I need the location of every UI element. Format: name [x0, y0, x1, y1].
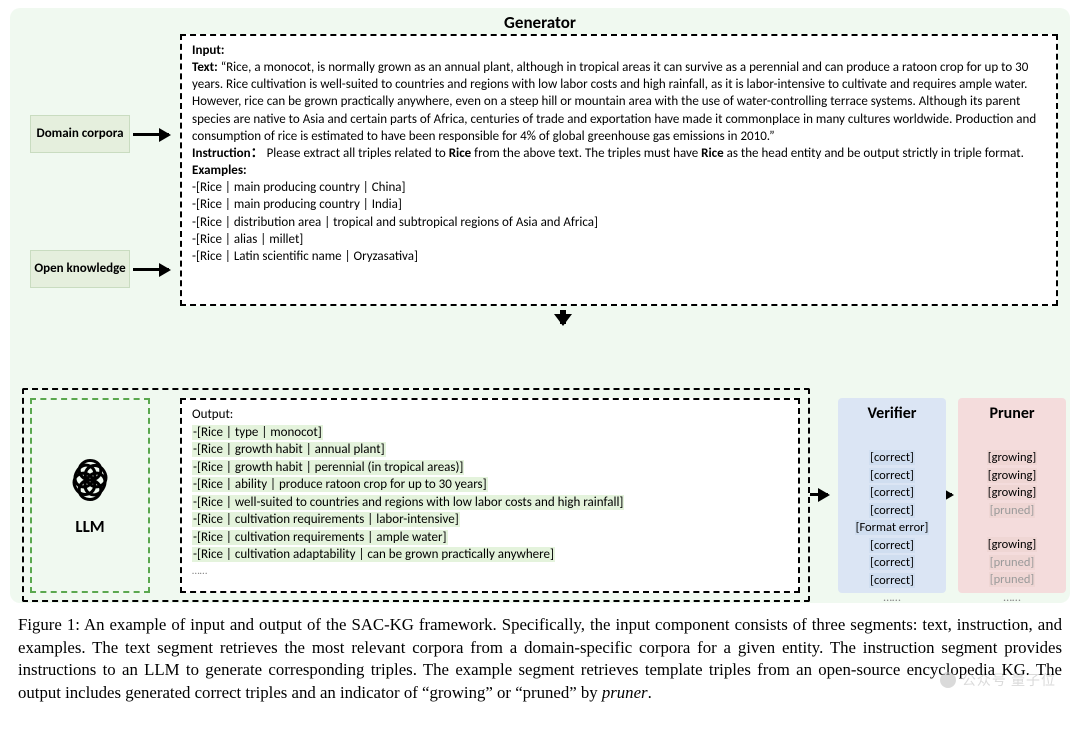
- example-row: -[Rice | alias | millet]: [192, 231, 1046, 248]
- output-triple: -[Rice | cultivation requirements | ampl…: [192, 530, 448, 545]
- output-triple: -[Rice | growth habit | annual plant]: [192, 442, 386, 457]
- output-ellipsis: ……: [192, 564, 788, 579]
- output-triple: -[Rice | type | monocot]: [192, 425, 323, 440]
- pruner-empty-row: [962, 519, 1062, 536]
- open-knowledge-label: Open knowledge: [30, 250, 130, 288]
- text-label: Text:: [192, 60, 218, 75]
- verifier-item: [correct]: [869, 538, 915, 553]
- output-triple: -[Rice | cultivation requirements | labo…: [192, 512, 460, 527]
- verifier-item: [correct]: [869, 450, 915, 465]
- pruner-item: [pruned]: [989, 572, 1036, 587]
- instruction-bold-2: Rice: [701, 146, 724, 161]
- arrow-output-to-verifier: [810, 493, 828, 496]
- caption-italic: pruner: [602, 683, 648, 702]
- generator-title: Generator: [0, 12, 1080, 33]
- openai-knot-icon: [64, 454, 116, 506]
- pruner-item: [growing]: [987, 537, 1038, 552]
- example-row: -[Rice | distribution area | tropical an…: [192, 214, 1046, 231]
- domain-corpora-label: Domain corpora: [30, 115, 130, 153]
- text-body: “Rice, a monocot, is normally grown as a…: [192, 60, 1036, 144]
- pruner-item: [pruned]: [989, 503, 1036, 518]
- watermark: 公众号 量子位: [940, 670, 1056, 690]
- output-triple: -[Rice | cultivation adaptability | can …: [192, 547, 555, 562]
- example-row: -[Rice | Latin scientific name | Oryzasa…: [192, 248, 1046, 265]
- llm-box: LLM: [30, 398, 150, 593]
- verifier-item: [Format error]: [855, 520, 930, 535]
- pruner-item: [growing]: [987, 468, 1038, 483]
- caption-suffix: .: [648, 683, 652, 702]
- verifier-column: Verifier [correct] [correct] [correct] […: [838, 398, 946, 593]
- open-knowledge-text: Open knowledge: [34, 262, 125, 276]
- instruction-pre: Please extract all triples related to: [267, 146, 449, 161]
- arrow-domain-to-input: [133, 133, 169, 136]
- verifier-item: [correct]: [869, 555, 915, 570]
- caption-prefix: Figure 1: An example of input and output…: [18, 615, 1062, 702]
- generator-input-box: Input: Text: “Rice, a monocot, is normal…: [180, 34, 1058, 306]
- pruner-item: [growing]: [987, 485, 1038, 500]
- instruction-bold-1: Rice: [449, 146, 472, 161]
- pruner-item: [pruned]: [989, 555, 1036, 570]
- pruner-title: Pruner: [962, 404, 1062, 423]
- instruction-mid: from the above text. The triples must ha…: [471, 146, 701, 161]
- output-triple: -[Rice | growth habit | perennial (in tr…: [192, 460, 464, 475]
- verifier-item: [correct]: [869, 573, 915, 588]
- pruner-ellipsis: ……: [962, 589, 1062, 607]
- figure-caption: Figure 1: An example of input and output…: [18, 614, 1062, 705]
- output-triple: -[Rice | ability | produce ratoon crop f…: [192, 477, 488, 492]
- arrow-input-to-output: [560, 310, 566, 324]
- verifier-item: [correct]: [869, 468, 915, 483]
- instruction-post: as the head entity and be output strictl…: [724, 146, 1024, 161]
- watermark-text: 公众号 量子位: [962, 670, 1056, 690]
- arrow-open-to-input: [133, 268, 169, 271]
- pruner-column: Pruner [growing] [growing] [growing] [pr…: [958, 398, 1066, 593]
- examples-label: Examples:: [192, 163, 247, 178]
- llm-label: LLM: [75, 516, 104, 537]
- output-triple: -[Rice | well-suited to countries and re…: [192, 495, 624, 510]
- verifier-item: [correct]: [869, 485, 915, 500]
- instruction-label: Instruction：: [192, 146, 264, 161]
- verifier-title: Verifier: [842, 404, 942, 423]
- example-row: -[Rice | main producing country | China]: [192, 179, 1046, 196]
- example-row: -[Rice | main producing country | India]: [192, 196, 1046, 213]
- verifier-item: [correct]: [869, 503, 915, 518]
- pruner-item: [growing]: [987, 450, 1038, 465]
- generator-output-box: Output: -[Rice | type | monocot] -[Rice …: [180, 398, 800, 593]
- output-header: Output:: [192, 407, 233, 422]
- verifier-ellipsis: ……: [842, 589, 942, 607]
- watermark-icon: [940, 672, 956, 688]
- domain-corpora-text: Domain corpora: [37, 127, 124, 141]
- input-header: Input:: [192, 43, 225, 58]
